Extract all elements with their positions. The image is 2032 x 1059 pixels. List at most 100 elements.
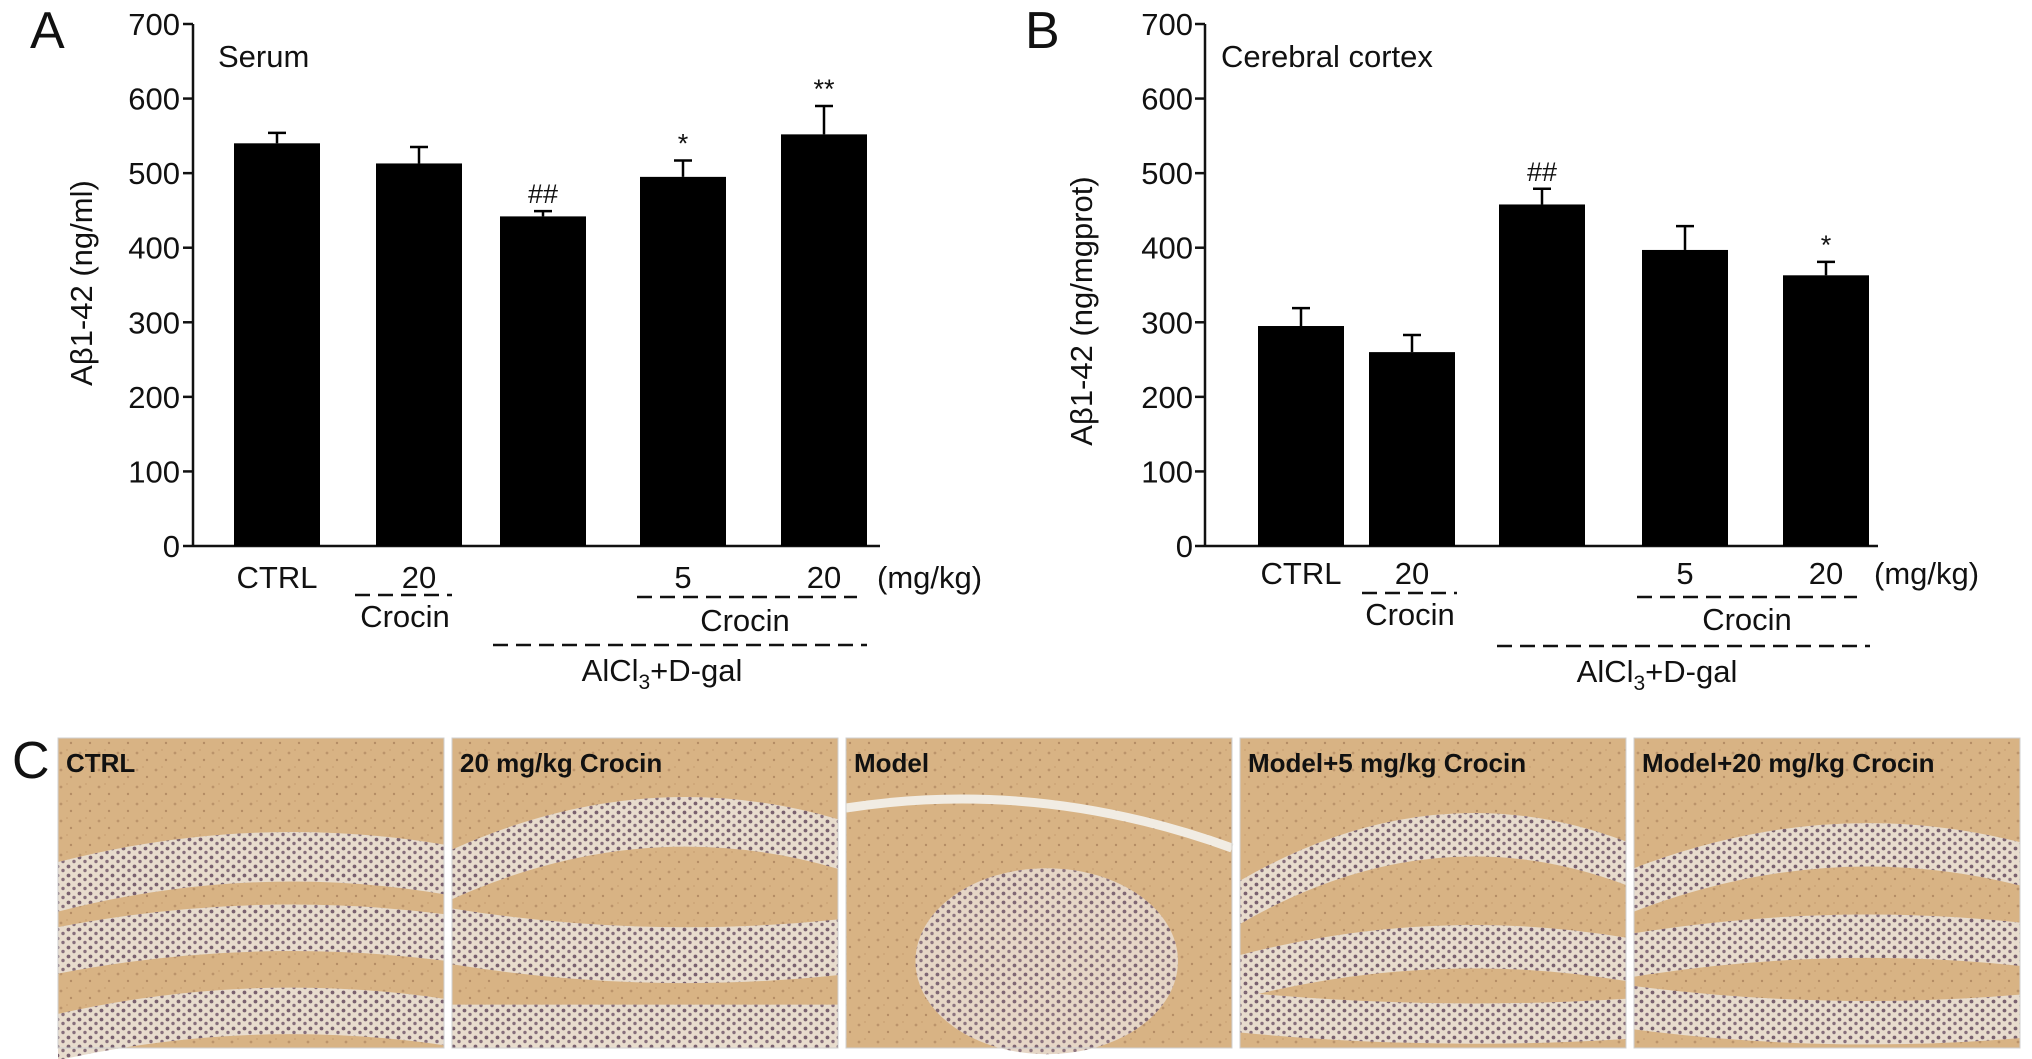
micrograph-border xyxy=(845,737,1233,1049)
chart-a-group-model: AlCl3+D-gal xyxy=(493,643,867,694)
bar xyxy=(1369,352,1455,546)
category-label: CTRL xyxy=(1261,556,1342,591)
micrograph: Model+5 mg/kg Crocin xyxy=(1239,737,1627,1049)
panel-letter-b: B xyxy=(1025,2,1060,60)
micrograph-label: CTRL xyxy=(66,748,135,778)
significance-mark: * xyxy=(678,128,689,158)
chart-b-crocin-model-label: Crocin xyxy=(1702,602,1792,637)
micrograph-label: Model+20 mg/kg Crocin xyxy=(1642,748,1935,778)
cell-layer-nuclei xyxy=(58,831,444,912)
micrograph-border xyxy=(451,737,839,1049)
micrograph: Model+20 mg/kg Crocin xyxy=(1633,737,2021,1049)
category-label: 5 xyxy=(674,560,691,595)
y-tick-label: 700 xyxy=(1141,7,1193,42)
cell-layer-nuclei xyxy=(1634,914,2020,977)
bar xyxy=(640,176,726,546)
micrograph-panel: CTRL 20 mg/kg Crocin Model Model+5 mg/kg Cr… xyxy=(57,737,2021,1059)
cell-layer-nuclei xyxy=(1240,924,1626,999)
chart-a-group-crocin-model: Crocin xyxy=(637,595,857,638)
significance-mark: ## xyxy=(528,179,558,209)
bar xyxy=(234,143,320,547)
bar xyxy=(500,216,586,546)
cell-layer-nuclei xyxy=(1240,812,1626,924)
category-label: 20 xyxy=(1809,556,1843,591)
panel-letter-c: C xyxy=(12,732,50,790)
chart-a-model-label: AlCl3+D-gal xyxy=(582,653,743,694)
bar xyxy=(1258,326,1344,546)
chart-a-title: Serum xyxy=(218,39,309,74)
chart-a-crocin-alone-label: Crocin xyxy=(360,599,450,634)
model-suffix: +D-gal xyxy=(650,653,742,688)
significance-mark: * xyxy=(1821,230,1832,260)
bar xyxy=(1499,204,1585,546)
cell-layer-nuclei xyxy=(1634,986,2020,1045)
micrograph-label: 20 mg/kg Crocin xyxy=(460,748,662,778)
micrograph-label: Model xyxy=(854,748,929,778)
panel-letter-a: A xyxy=(30,2,65,60)
y-tick-label: 200 xyxy=(128,380,180,415)
y-tick-label: 600 xyxy=(128,82,180,117)
micrograph-border xyxy=(1239,737,1627,1049)
y-tick-label: 600 xyxy=(1141,82,1193,117)
micrograph: CTRL xyxy=(57,737,445,1059)
category-label: 5 xyxy=(1676,556,1693,591)
tissue-fissure xyxy=(845,794,1234,853)
micrograph: 20 mg/kg Crocin xyxy=(451,737,839,1049)
y-tick-label: 300 xyxy=(128,305,180,340)
cell-region-nuclei xyxy=(915,868,1178,1055)
y-tick-label: 500 xyxy=(128,156,180,191)
bar xyxy=(1783,275,1869,546)
chart-a: Serum Aβ1-42 (ng/ml) (mg/kg) Crocin Croc… xyxy=(64,7,982,694)
model-suffix: +D-gal xyxy=(1645,654,1737,689)
significance-mark: ** xyxy=(813,74,835,104)
category-label: 20 xyxy=(402,560,436,595)
y-tick-label: 700 xyxy=(128,7,180,42)
y-tick-label: 500 xyxy=(1141,156,1193,191)
y-tick-label: 0 xyxy=(163,529,180,564)
y-tick-label: 0 xyxy=(1176,529,1193,564)
chart-b-title: Cerebral cortex xyxy=(1221,39,1433,74)
chart-b-group-crocin-model: Crocin xyxy=(1637,595,1857,637)
chart-b-model-label: AlCl3+D-gal xyxy=(1577,654,1738,695)
chart-b-group-model: AlCl3+D-gal xyxy=(1497,644,1870,695)
significance-mark: ## xyxy=(1527,157,1557,187)
model-subscript: 3 xyxy=(638,671,650,694)
model-text: AlCl xyxy=(582,653,639,688)
cell-layer-nuclei xyxy=(1240,992,1626,1044)
chart-b-crocin-alone-label: Crocin xyxy=(1365,597,1455,632)
model-subscript: 3 xyxy=(1633,672,1645,695)
micrograph: Model xyxy=(845,737,1234,1055)
bar xyxy=(376,163,462,546)
y-tick-label: 100 xyxy=(128,454,180,489)
cell-layer-nuclei xyxy=(58,904,444,974)
cell-layer-nuclei xyxy=(452,796,838,900)
micrograph-label: Model+5 mg/kg Crocin xyxy=(1248,748,1526,778)
tissue-texture xyxy=(452,738,838,1048)
chart-b-y-axis-label: Aβ1-42 (ng/mgprot) xyxy=(1064,176,1099,445)
chart-a-crocin-model-label: Crocin xyxy=(700,603,790,638)
category-label: 20 xyxy=(1395,556,1429,591)
y-tick-label: 100 xyxy=(1141,454,1193,489)
chart-b: Cerebral cortex Aβ1-42 (ng/mgprot) (mg/k… xyxy=(1064,7,1979,695)
chart-a-unit-label: (mg/kg) xyxy=(877,560,982,595)
cell-layer-nuclei xyxy=(452,1004,838,1048)
tissue-texture xyxy=(1240,738,1626,1048)
chart-a-group-crocin-alone: Crocin xyxy=(355,593,452,634)
chart-b-unit-label: (mg/kg) xyxy=(1874,556,1979,591)
y-tick-label: 300 xyxy=(1141,305,1193,340)
category-label: CTRL xyxy=(237,560,318,595)
bar xyxy=(781,134,867,546)
chart-b-group-crocin-alone: Crocin xyxy=(1362,591,1457,632)
micrograph-border xyxy=(57,737,445,1049)
y-tick-label: 400 xyxy=(128,231,180,266)
cell-layer-nuclei xyxy=(58,987,444,1059)
y-tick-label: 400 xyxy=(1141,231,1193,266)
category-label: 20 xyxy=(807,560,841,595)
micrograph-border xyxy=(1633,737,2021,1049)
y-tick-label: 200 xyxy=(1141,380,1193,415)
cell-layer-nuclei xyxy=(452,908,838,984)
model-text: AlCl xyxy=(1577,654,1634,689)
cell-layer-nuclei xyxy=(1634,823,2020,912)
bar xyxy=(1642,249,1728,547)
